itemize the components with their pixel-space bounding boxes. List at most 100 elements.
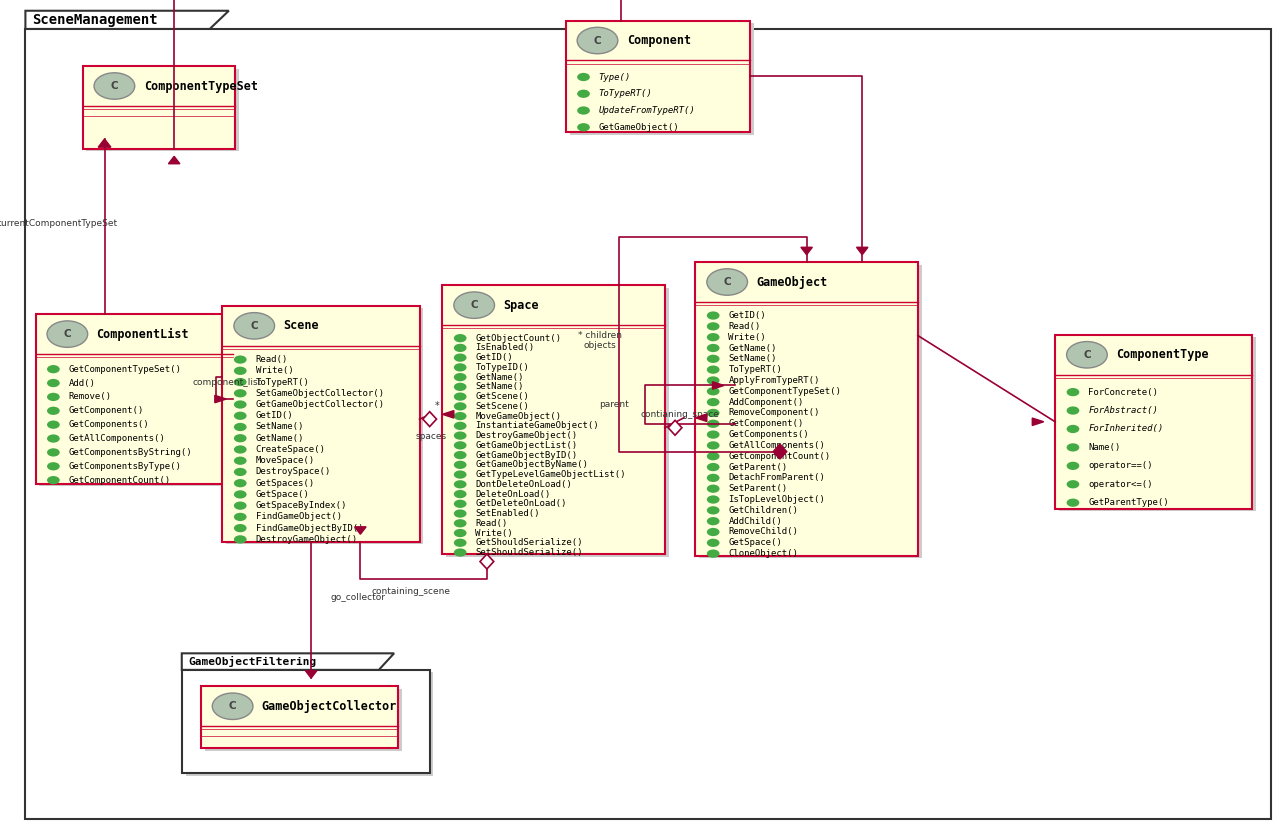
Text: Read(): Read() xyxy=(728,322,760,331)
Circle shape xyxy=(706,538,719,547)
Text: SetName(): SetName() xyxy=(256,423,304,432)
Text: GetParent(): GetParent() xyxy=(728,462,787,471)
Circle shape xyxy=(234,390,247,398)
Text: GetDeleteOnLoad(): GetDeleteOnLoad() xyxy=(475,500,566,509)
Text: operator==(): operator==() xyxy=(1089,461,1153,471)
Text: ToTypeRT(): ToTypeRT() xyxy=(728,366,782,374)
Circle shape xyxy=(94,73,135,99)
Text: GetAllComponents(): GetAllComponents() xyxy=(68,434,166,443)
Circle shape xyxy=(234,501,247,509)
Text: GameObject: GameObject xyxy=(756,275,828,289)
Text: GetGameObjectCollector(): GetGameObjectCollector() xyxy=(256,400,384,409)
Text: C: C xyxy=(593,36,601,45)
FancyBboxPatch shape xyxy=(182,670,430,773)
Text: contianing_space: contianing_space xyxy=(641,410,719,419)
Polygon shape xyxy=(168,156,180,164)
FancyBboxPatch shape xyxy=(443,285,665,554)
Circle shape xyxy=(1067,406,1080,414)
Polygon shape xyxy=(354,527,366,534)
FancyBboxPatch shape xyxy=(1059,337,1256,511)
Text: GetComponentTypeSet(): GetComponentTypeSet() xyxy=(68,365,181,374)
Circle shape xyxy=(706,528,719,536)
Text: GetComponentsByType(): GetComponentsByType() xyxy=(68,461,181,471)
Text: ToTypeID(): ToTypeID() xyxy=(475,363,529,372)
Text: GetChildren(): GetChildren() xyxy=(728,506,799,515)
Text: MoveSpace(): MoveSpace() xyxy=(256,457,315,466)
Text: RemoveComponent(): RemoveComponent() xyxy=(728,409,819,418)
Circle shape xyxy=(453,509,466,518)
Circle shape xyxy=(453,393,466,401)
Text: DestroySpace(): DestroySpace() xyxy=(256,467,331,476)
Text: GetSpaceByIndex(): GetSpaceByIndex() xyxy=(256,501,347,510)
FancyBboxPatch shape xyxy=(26,29,1271,819)
Text: GetName(): GetName() xyxy=(256,433,304,442)
Polygon shape xyxy=(801,247,813,255)
Circle shape xyxy=(234,468,247,476)
Circle shape xyxy=(1067,499,1080,507)
Circle shape xyxy=(234,378,247,386)
Text: Read(): Read() xyxy=(475,519,507,528)
Circle shape xyxy=(48,365,60,373)
FancyBboxPatch shape xyxy=(82,66,235,149)
Text: DontDeleteOnLoad(): DontDeleteOnLoad() xyxy=(475,480,573,489)
Text: SetName(): SetName() xyxy=(728,354,777,363)
Text: component_list: component_list xyxy=(193,378,262,387)
Circle shape xyxy=(234,479,247,487)
Circle shape xyxy=(1067,480,1080,489)
Text: DetachFromParent(): DetachFromParent() xyxy=(728,473,826,482)
Circle shape xyxy=(48,379,60,387)
Text: FindGameObject(): FindGameObject() xyxy=(256,513,342,521)
Text: SetGameObjectCollector(): SetGameObjectCollector() xyxy=(256,389,384,398)
Circle shape xyxy=(453,344,466,352)
Text: GetComponent(): GetComponent() xyxy=(728,419,804,428)
Text: ForInherited(): ForInherited() xyxy=(1089,424,1163,433)
Text: FindGameObjectByID(): FindGameObjectByID() xyxy=(256,523,363,533)
Text: GetComponents(): GetComponents() xyxy=(68,420,149,429)
Polygon shape xyxy=(1032,418,1044,426)
Circle shape xyxy=(234,356,247,364)
Text: Name(): Name() xyxy=(1089,443,1121,452)
Text: spaces: spaces xyxy=(416,432,447,441)
Circle shape xyxy=(453,422,466,430)
FancyBboxPatch shape xyxy=(200,686,398,748)
Circle shape xyxy=(234,423,247,431)
Text: GetComponentCount(): GetComponentCount() xyxy=(728,452,831,461)
Circle shape xyxy=(706,452,719,461)
Text: MoveGameObject(): MoveGameObject() xyxy=(475,412,561,421)
FancyBboxPatch shape xyxy=(566,21,750,132)
FancyBboxPatch shape xyxy=(204,689,402,751)
Circle shape xyxy=(706,409,719,417)
Text: C: C xyxy=(110,81,118,91)
Circle shape xyxy=(706,419,719,428)
Text: GetName(): GetName() xyxy=(475,373,524,381)
Text: Add(): Add() xyxy=(68,379,95,388)
Text: GetGameObjectByName(): GetGameObjectByName() xyxy=(475,461,588,470)
Circle shape xyxy=(706,430,719,438)
Circle shape xyxy=(1067,443,1080,452)
Polygon shape xyxy=(773,444,787,459)
Polygon shape xyxy=(443,411,453,418)
Text: GetID(): GetID() xyxy=(256,411,293,420)
Polygon shape xyxy=(696,414,706,422)
Text: C: C xyxy=(229,701,236,711)
Circle shape xyxy=(453,412,466,420)
Text: Component: Component xyxy=(627,34,691,47)
Text: ApplyFromTypeRT(): ApplyFromTypeRT() xyxy=(728,376,819,385)
Circle shape xyxy=(453,383,466,391)
Polygon shape xyxy=(480,554,494,569)
Text: GetParentType(): GetParentType() xyxy=(1089,498,1168,507)
Circle shape xyxy=(453,519,466,528)
Text: IsEnabled(): IsEnabled() xyxy=(475,343,534,352)
Text: GetID(): GetID() xyxy=(728,311,767,320)
Circle shape xyxy=(453,442,466,450)
Circle shape xyxy=(577,27,618,54)
Circle shape xyxy=(453,402,466,410)
Circle shape xyxy=(234,490,247,499)
Circle shape xyxy=(706,463,719,471)
Text: GetObjectCount(): GetObjectCount() xyxy=(475,333,561,342)
Circle shape xyxy=(706,366,719,374)
Text: DestroyGameObject(): DestroyGameObject() xyxy=(475,431,578,440)
Polygon shape xyxy=(98,139,110,147)
Circle shape xyxy=(234,434,247,442)
Text: Read(): Read() xyxy=(256,355,288,364)
